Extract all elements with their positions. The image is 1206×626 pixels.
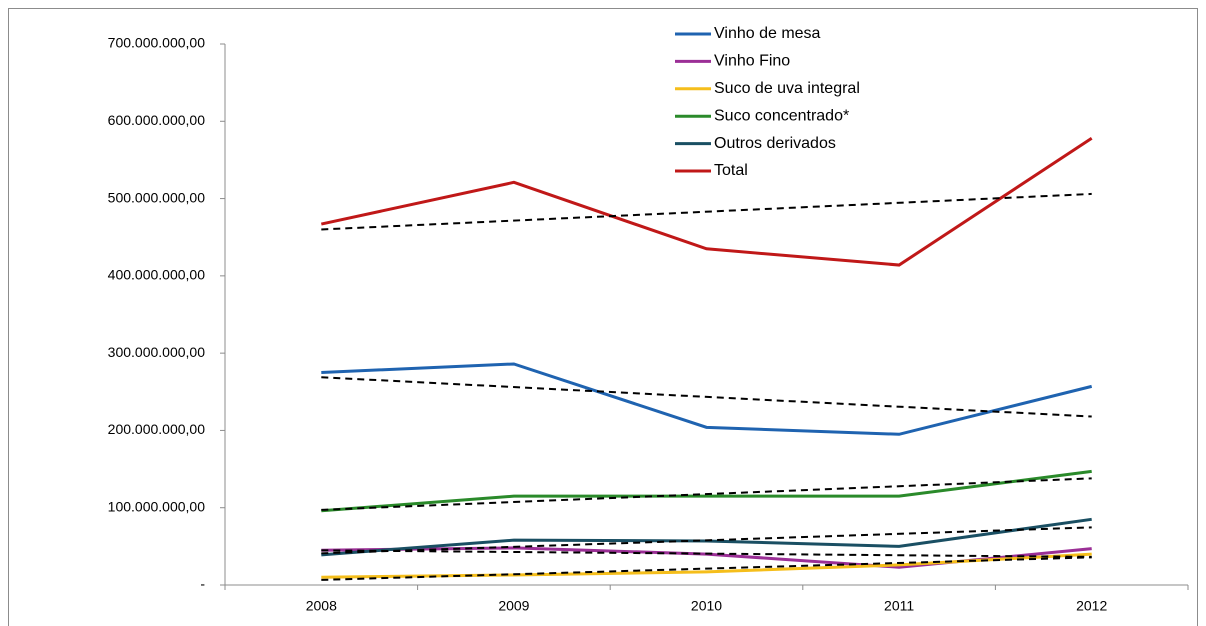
trendline xyxy=(321,549,1092,558)
x-tick-label: 2010 xyxy=(691,598,722,614)
legend-label: Vinho de mesa xyxy=(714,25,821,42)
x-tick-label: 2012 xyxy=(1076,598,1107,614)
series-line xyxy=(320,137,1093,267)
y-tick-label: - xyxy=(200,576,205,592)
y-tick-label: 100.000.000,00 xyxy=(108,498,206,514)
series-line xyxy=(321,546,1092,569)
legend-label: Suco de uva integral xyxy=(714,80,860,97)
y-tick-label: 700.000.000,00 xyxy=(108,35,206,51)
y-tick-label: 400.000.000,00 xyxy=(108,267,206,283)
trendline xyxy=(321,477,1092,511)
trendline xyxy=(321,556,1092,581)
x-tick-label: 2008 xyxy=(306,598,337,614)
legend-label: Outros derivados xyxy=(714,135,836,152)
trendline xyxy=(321,192,1092,231)
series-line xyxy=(321,552,1092,579)
trendline xyxy=(321,376,1092,418)
y-tick-label: 300.000.000,00 xyxy=(108,344,206,360)
x-tick-label: 2011 xyxy=(884,598,914,614)
legend-label: Vinho Fino xyxy=(714,53,790,70)
series-line xyxy=(321,362,1093,436)
y-tick-label: 200.000.000,00 xyxy=(108,421,206,437)
legend-label: Suco concentrado* xyxy=(714,107,849,124)
y-tick-label: 600.000.000,00 xyxy=(108,112,206,128)
series-line xyxy=(321,469,1092,513)
legend-label: Total xyxy=(714,162,748,179)
x-tick-label: 2009 xyxy=(498,598,529,614)
trendline xyxy=(321,526,1092,555)
chart-border xyxy=(8,8,1198,626)
y-tick-label: 500.000.000,00 xyxy=(108,189,206,205)
